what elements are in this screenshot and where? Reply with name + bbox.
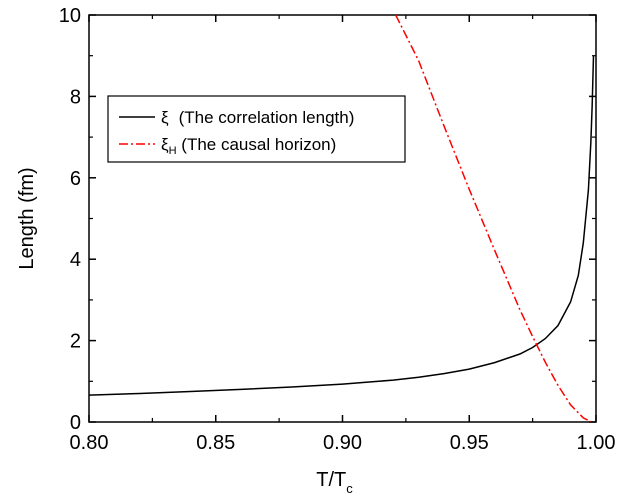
- y-tick-label: 4: [70, 249, 81, 271]
- series-line-causal-horizon: [395, 14, 592, 423]
- x-axis-title: T/Tc: [316, 469, 353, 496]
- x-tick-label: 1.00: [577, 432, 616, 454]
- x-tick-label: 0.90: [323, 432, 362, 454]
- x-axis-title-subscript: c: [346, 481, 353, 496]
- y-tick-label: 6: [70, 168, 81, 190]
- legend-box: [107, 95, 406, 163]
- axis-titles: T/Tc Length (fm): [16, 167, 353, 496]
- legend-symbol: ξ: [161, 108, 169, 127]
- y-axis-title: Length (fm): [16, 167, 38, 269]
- series-line-correlation-length: [88, 55, 595, 396]
- y-tick-label: 10: [59, 5, 81, 27]
- legend-description: (The causal horizon): [177, 135, 337, 154]
- x-tick-label: 0.80: [70, 432, 109, 454]
- legend-symbol-subscript: H: [169, 145, 177, 157]
- legend-description: (The correlation length): [179, 108, 355, 127]
- axes: 0.80 0.85 0.90 0.95 1.00 0 2 4 6 8 10: [59, 5, 616, 454]
- legend-symbol: ξ: [161, 135, 169, 154]
- series-layer: [88, 14, 595, 423]
- y-tick-label: 2: [70, 331, 81, 353]
- legend: ξ (The correlation length)ξH (The causal …: [107, 95, 406, 163]
- legend-label: ξH (The causal horizon): [161, 135, 336, 157]
- x-tick-label: 0.95: [450, 432, 489, 454]
- legend-label: ξ (The correlation length): [161, 108, 354, 127]
- plot-frame: [88, 14, 597, 423]
- x-tick-label: 0.85: [196, 432, 235, 454]
- y-tick-label: 0: [70, 412, 81, 434]
- y-tick-label: 8: [70, 86, 81, 108]
